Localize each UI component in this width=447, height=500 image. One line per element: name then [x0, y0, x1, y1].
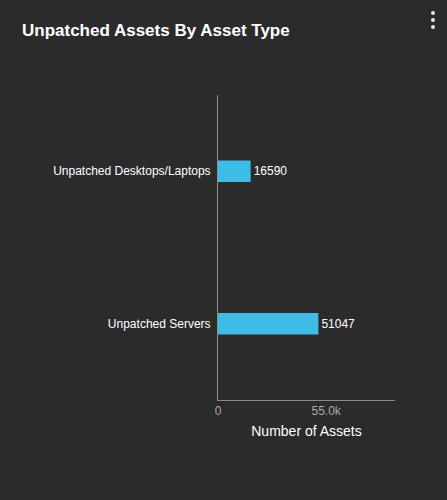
svg-text:Unpatched Desktops/Laptops: Unpatched Desktops/Laptops — [53, 164, 210, 178]
svg-text:Unpatched Servers: Unpatched Servers — [108, 317, 211, 331]
svg-text:0: 0 — [215, 404, 222, 418]
svg-text:51047: 51047 — [321, 317, 355, 331]
svg-text:Unpatched Assets By Asset Type: Unpatched Assets By Asset Type — [22, 21, 290, 40]
svg-text:Number of Assets: Number of Assets — [251, 423, 362, 439]
svg-text:55.0k: 55.0k — [311, 404, 341, 418]
svg-text:16590: 16590 — [254, 164, 288, 178]
